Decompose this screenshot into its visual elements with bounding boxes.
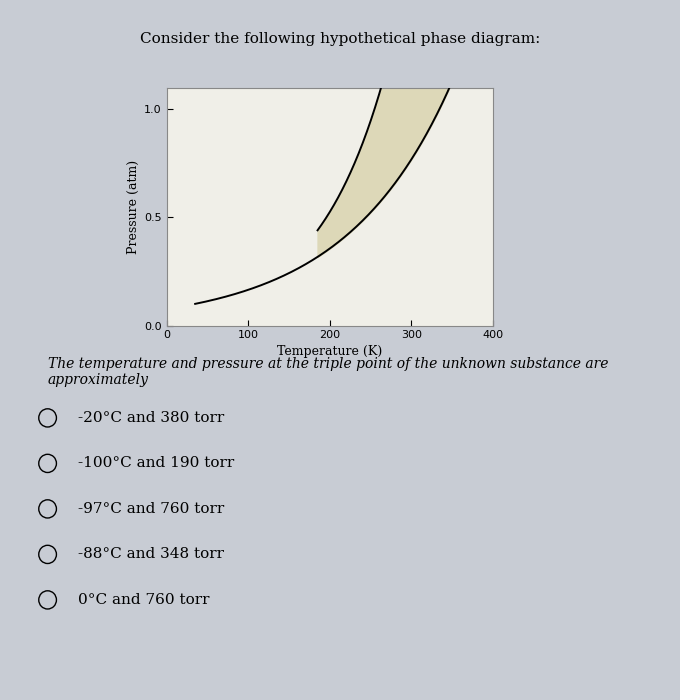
Text: The temperature and pressure at the triple point of the unknown substance are
ap: The temperature and pressure at the trip… <box>48 357 608 387</box>
X-axis label: Temperature (K): Temperature (K) <box>277 344 382 358</box>
Y-axis label: Pressure (atm): Pressure (atm) <box>127 160 140 253</box>
Text: 0°C and 760 torr: 0°C and 760 torr <box>78 593 209 607</box>
Text: -100°C and 190 torr: -100°C and 190 torr <box>78 456 235 470</box>
Text: -88°C and 348 torr: -88°C and 348 torr <box>78 547 224 561</box>
Text: -20°C and 380 torr: -20°C and 380 torr <box>78 411 224 425</box>
Text: -97°C and 760 torr: -97°C and 760 torr <box>78 502 224 516</box>
Text: Consider the following hypothetical phase diagram:: Consider the following hypothetical phas… <box>140 32 540 46</box>
